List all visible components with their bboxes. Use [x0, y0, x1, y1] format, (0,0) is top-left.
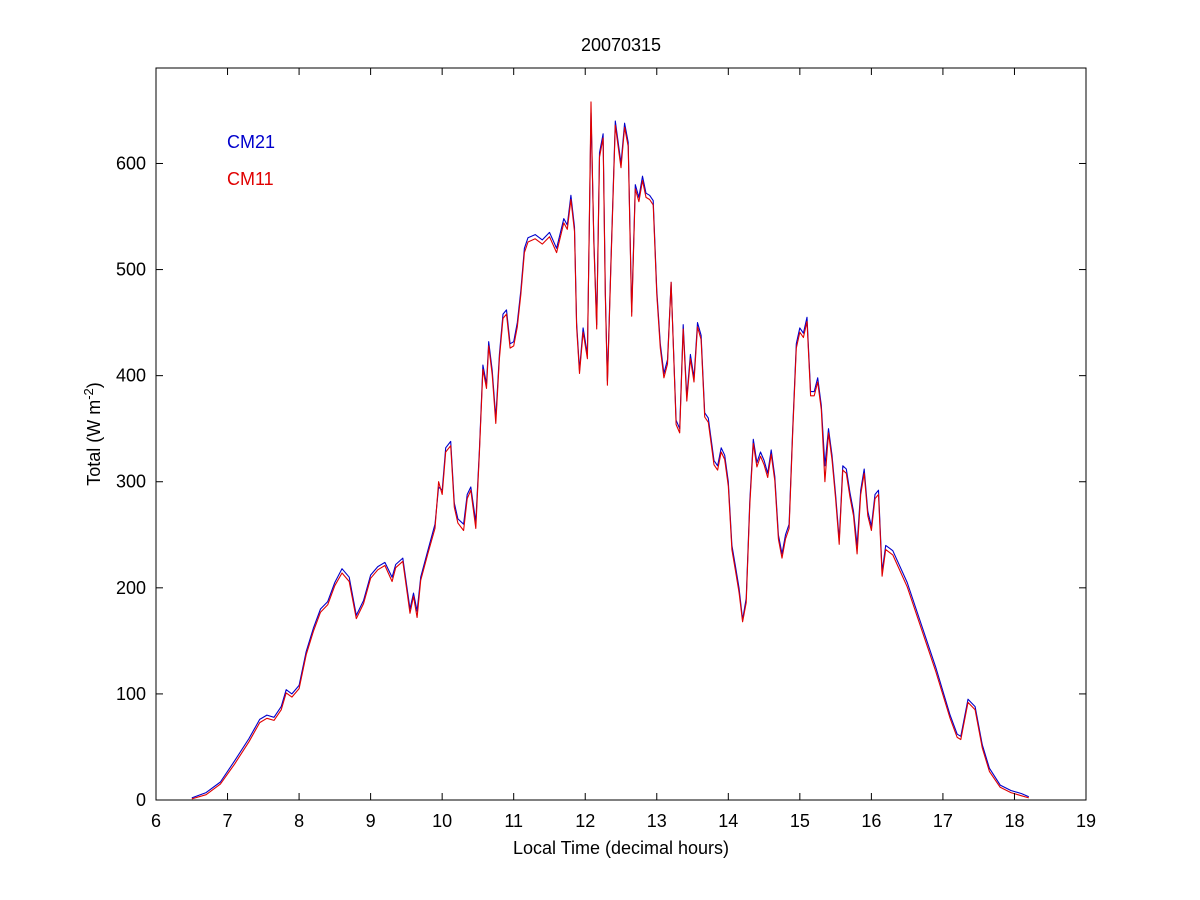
y-tick-label: 600 [116, 153, 146, 173]
x-axis-ticks: 6 7 8 9 10 11 12 13 14 15 16 17 18 19 [151, 68, 1096, 831]
x-tick-label: 17 [933, 811, 953, 831]
y-tick-label: 200 [116, 578, 146, 598]
axes-box [155, 67, 1087, 801]
x-tick-label: 7 [223, 811, 233, 831]
y-axis-ticks: 0 100 200 300 400 500 600 [116, 153, 1086, 810]
y-axis-label-tail: ) [84, 382, 104, 388]
legend-entry-cm11: CM11 [227, 169, 274, 189]
x-tick-label: 9 [366, 811, 376, 831]
chart-title: 20070315 [581, 35, 661, 55]
y-tick-label: 500 [116, 260, 146, 280]
y-tick-label: 100 [116, 684, 146, 704]
x-tick-label: 18 [1004, 811, 1024, 831]
x-tick-label: 16 [861, 811, 881, 831]
y-tick-label: 300 [116, 472, 146, 492]
x-tick-label: 13 [647, 811, 667, 831]
x-tick-label: 11 [504, 811, 523, 831]
x-tick-label: 19 [1076, 811, 1096, 831]
x-axis-label: Local Time (decimal hours) [513, 838, 729, 858]
x-tick-label: 14 [718, 811, 738, 831]
legend: CM21 CM11 [227, 132, 275, 189]
y-tick-label: 0 [136, 790, 146, 810]
x-tick-label: 10 [432, 811, 452, 831]
legend-entry-cm21: CM21 [227, 132, 275, 152]
x-tick-label: 8 [294, 811, 304, 831]
x-tick-label: 12 [575, 811, 595, 831]
plot-area [191, 101, 1030, 800]
x-tick-label: 15 [790, 811, 810, 831]
y-axis-label: Total (W m-2) [81, 382, 104, 486]
series-layer [191, 101, 1030, 800]
x-tick-label: 6 [151, 811, 161, 831]
y-tick-label: 400 [116, 366, 146, 386]
series-line-cm11 [191, 101, 1029, 800]
y-axis-label-superscript: -2 [81, 388, 96, 400]
y-axis-label-main: Total (W m [84, 400, 104, 486]
